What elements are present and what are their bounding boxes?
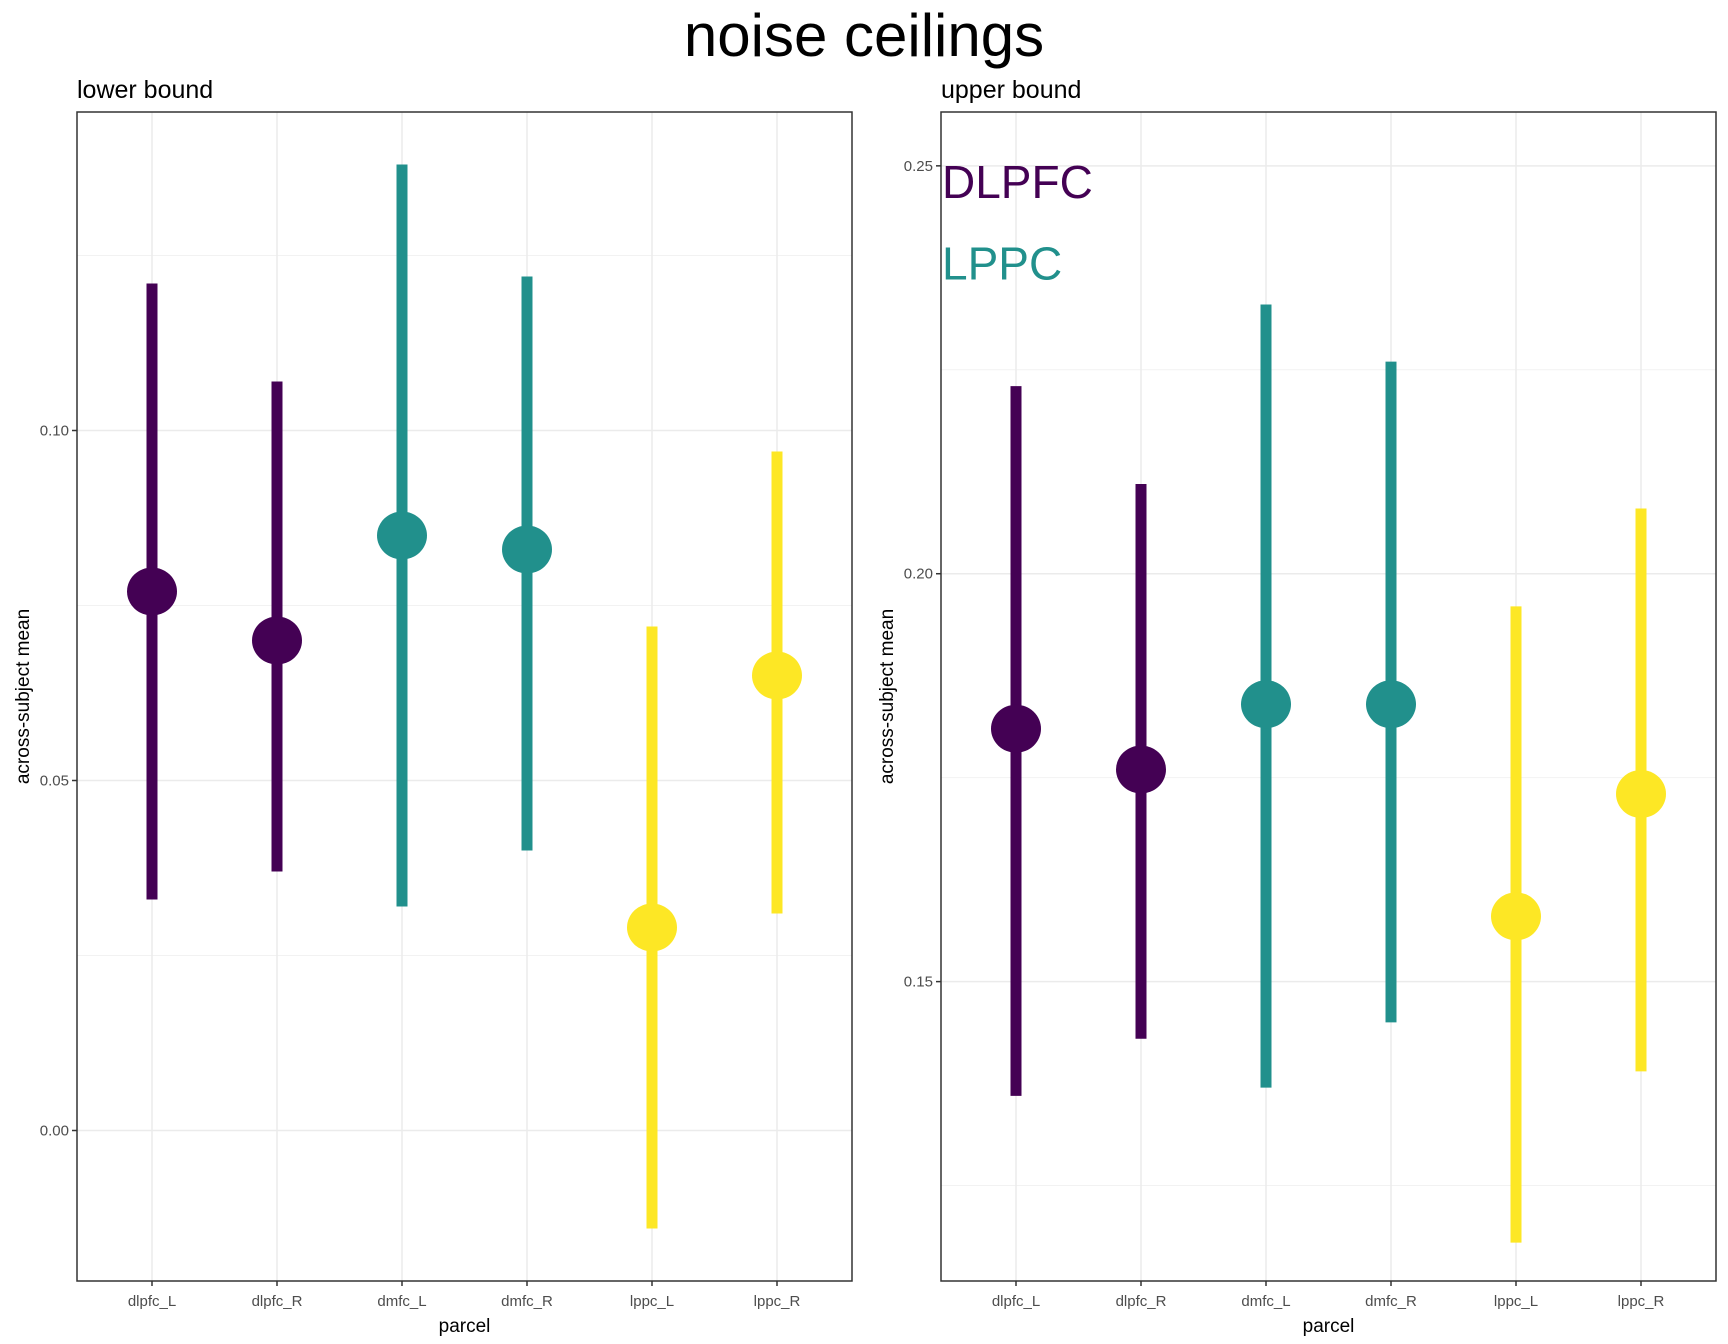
y-tick-label: 0.10: [40, 423, 69, 440]
annotation-dlpfc: DLPFC: [942, 156, 1093, 208]
y-axis-label: across-subject mean: [13, 609, 34, 784]
annotation-lppc: LPPC: [942, 238, 1062, 290]
x-tick-label-lppc-r: lppc_R: [1618, 1293, 1665, 1310]
point-lppc-r: [1616, 769, 1666, 818]
x-tick-label-dmfc-l: dmfc_L: [377, 1293, 426, 1310]
point-dlpfc-l: [991, 704, 1041, 753]
point-dlpfc-r: [1116, 745, 1166, 794]
y-axis-label: across-subject mean: [877, 609, 898, 784]
y-tick-label: 0.05: [40, 773, 69, 790]
point-lppc-l: [627, 903, 677, 952]
panel-border: [940, 111, 1717, 1282]
x-tick-label-lppc-l: lppc_L: [1494, 1293, 1538, 1310]
x-tick-label-dmfc-r: dmfc_R: [501, 1293, 553, 1310]
upper-bound-panel: DLPFC LPPC 0.15 0.20 0.25 dlpfc_L dlpfc_R dmfc_…: [877, 76, 1717, 1337]
point-lppc-r: [752, 651, 802, 700]
point-dmfc-l: [1241, 680, 1291, 729]
point-dmfc-r: [502, 525, 552, 574]
y-tick-label: 0.15: [904, 974, 933, 991]
x-tick-label-dlpfc-l: dlpfc_L: [128, 1293, 176, 1310]
point-lppc-l: [1491, 892, 1541, 941]
x-tick-label-dlpfc-r: dlpfc_R: [1116, 1293, 1167, 1310]
point-dmfc-l: [377, 511, 427, 560]
point-dmfc-r: [1366, 680, 1416, 729]
x-tick-label-dlpfc-l: dlpfc_L: [992, 1293, 1040, 1310]
y-tick-label: 0.25: [904, 158, 933, 175]
figure-title: noise ceilings: [684, 2, 1044, 69]
panel-subtitle: upper bound: [941, 76, 1081, 104]
x-tick-label-dmfc-l: dmfc_L: [1241, 1293, 1290, 1310]
point-dlpfc-l: [127, 567, 177, 616]
x-axis-label: parcel: [1303, 1316, 1355, 1337]
x-tick-label-lppc-l: lppc_L: [630, 1293, 674, 1310]
y-tick-label: 0.20: [904, 566, 933, 583]
point-dlpfc-r: [252, 616, 302, 665]
x-tick-label-lppc-r: lppc_R: [754, 1293, 801, 1310]
panel-subtitle: lower bound: [77, 76, 213, 104]
lower-bound-panel: 0.00 0.05 0.10 dlpfc_L dlpfc_R dmfc_L dmfc_R lp…: [13, 76, 853, 1337]
panel-border: [76, 111, 853, 1282]
x-tick-label-dlpfc-r: dlpfc_R: [252, 1293, 303, 1310]
y-tick-label: 0.00: [40, 1123, 69, 1140]
x-tick-label-dmfc-r: dmfc_R: [1365, 1293, 1417, 1310]
x-axis-label: parcel: [439, 1316, 491, 1337]
